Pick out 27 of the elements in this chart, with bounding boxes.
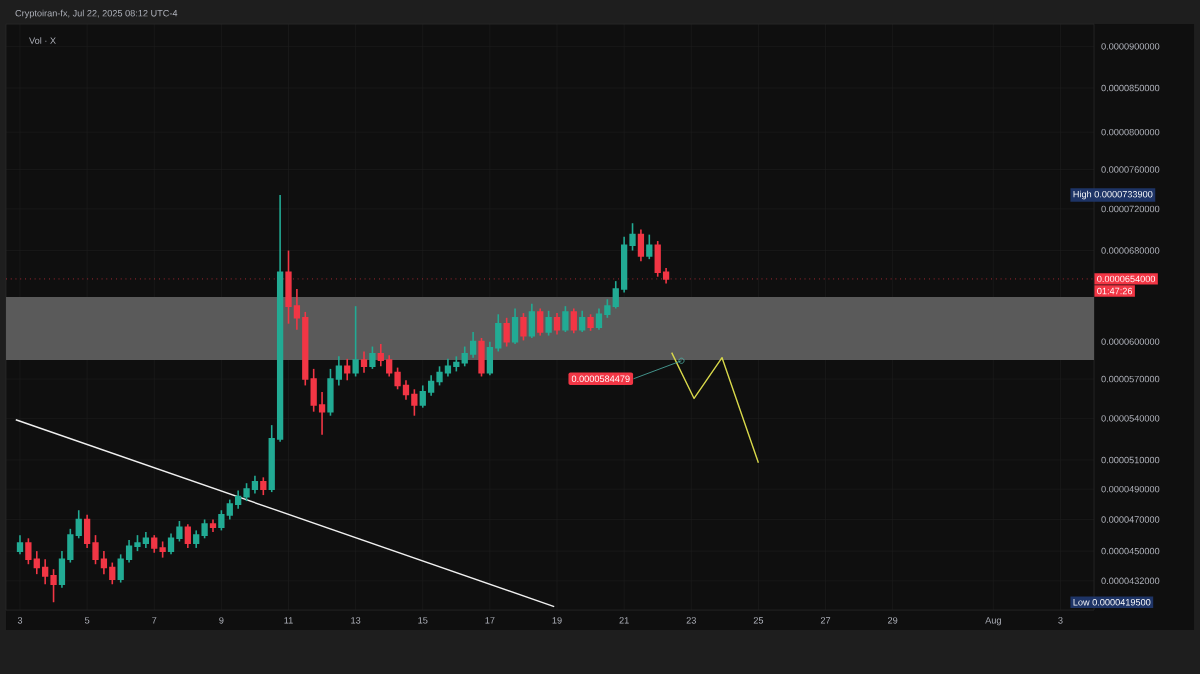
candlestick	[469, 331, 477, 359]
candlestick	[100, 550, 108, 575]
candlestick	[511, 307, 519, 345]
candlestick	[235, 489, 242, 510]
candlestick	[553, 312, 561, 336]
candlestick	[419, 384, 426, 409]
candlestick	[570, 307, 577, 335]
candlestick	[386, 354, 393, 378]
candlestick	[33, 550, 40, 575]
candlestick	[151, 534, 158, 554]
candlestick	[209, 518, 217, 533]
candlestick	[142, 531, 150, 549]
candlestick	[377, 343, 384, 368]
candlestick	[402, 379, 410, 401]
line-series	[670, 351, 760, 464]
candlestick	[461, 345, 468, 368]
candlestick	[193, 529, 200, 549]
candlestick	[654, 240, 661, 278]
candlestick	[109, 561, 116, 586]
candlestick	[537, 307, 544, 337]
candlestick	[42, 558, 49, 586]
candlestick	[251, 475, 259, 495]
candlestick	[579, 309, 586, 333]
candlestick	[184, 523, 191, 549]
candlestick	[528, 303, 535, 339]
candlestick	[360, 350, 368, 374]
candlestick	[595, 307, 603, 331]
